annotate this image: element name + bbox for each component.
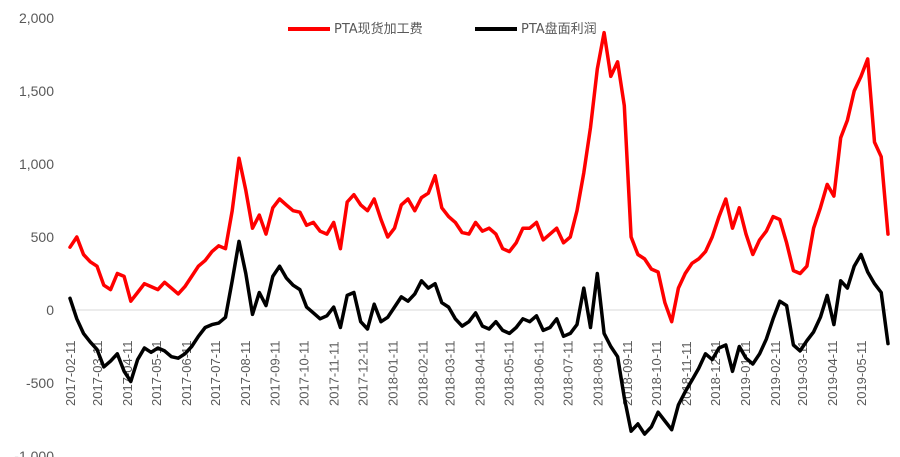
x-tick-label: 2018-03-11 [443, 340, 458, 406]
legend: PTA现货加工费 PTA盘面利润 [288, 21, 597, 37]
y-tick-label: 500 [31, 229, 55, 245]
x-tick-label: 2018-08-11 [590, 340, 605, 406]
legend-label-futures-profit: PTA盘面利润 [521, 21, 597, 37]
x-tick-label: 2017-08-11 [238, 340, 253, 406]
x-axis: 2017-02-11 2017-03-11 2017-04-11 2017-05-11… [63, 309, 888, 406]
x-tick-label: 2017-10-11 [297, 340, 312, 406]
y-tick-label: 2,000 [19, 10, 54, 26]
x-tick-label: 2019-04-11 [825, 340, 840, 406]
x-tick-label: 2019-05-11 [854, 340, 869, 406]
x-tick-label: 2019-03-11 [795, 340, 810, 406]
x-tick-label: 2017-09-11 [268, 340, 283, 406]
x-tick-label: 2018-02-11 [416, 340, 431, 406]
x-tick-label: 2018-01-11 [386, 340, 401, 406]
x-tick-label: 2018-07-11 [560, 340, 575, 406]
x-tick-label: 2018-06-11 [531, 340, 546, 406]
x-tick-label: 2019-01-11 [738, 340, 753, 406]
y-tick-label: -500 [26, 375, 54, 391]
x-tick-label: 2017-04-11 [120, 340, 135, 406]
y-tick-label: 0 [46, 302, 54, 318]
x-tick-label: 2017-11-11 [327, 341, 342, 406]
x-tick-label: 2017-07-11 [208, 340, 223, 406]
x-tick-label: 2019-02-11 [768, 340, 783, 406]
y-axis: 2,000 1,500 1,000 500 0 -500 -1,000 [14, 10, 54, 457]
series-line-0 [68, 30, 890, 324]
x-tick-label: 2018-12-11 [708, 340, 723, 406]
x-tick-label: 2018-11-11 [679, 341, 694, 406]
x-tick-label: 2018-04-11 [472, 340, 487, 406]
y-tick-label: -1,000 [14, 448, 54, 457]
series-line-1 [68, 239, 890, 436]
y-tick-label: 1,500 [19, 83, 54, 99]
x-tick-label: 2018-05-11 [501, 340, 516, 406]
x-tick-label: 2017-05-11 [149, 340, 164, 406]
legend-label-processing-fee: PTA现货加工费 [334, 21, 423, 37]
x-tick-label: 2017-12-11 [356, 340, 371, 406]
y-tick-label: 1,000 [19, 156, 54, 172]
x-tick-label: 2018-10-11 [649, 340, 664, 406]
series-layer [68, 30, 890, 436]
x-tick-label: 2017-02-11 [63, 340, 78, 406]
